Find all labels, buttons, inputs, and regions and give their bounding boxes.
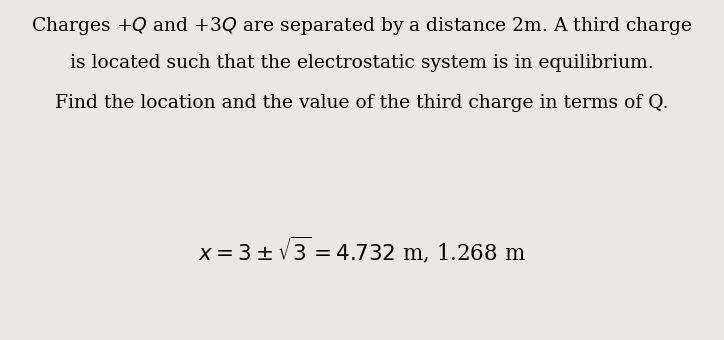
Text: Charges +$Q$ and +3$Q$ are separated by a distance 2m. A third charge: Charges +$Q$ and +3$Q$ are separated by … bbox=[31, 15, 693, 37]
Text: $x = 3 \pm \sqrt{3} = 4.732$ m, 1.268 m: $x = 3 \pm \sqrt{3} = 4.732$ m, 1.268 m bbox=[198, 235, 526, 265]
Text: is located such that the electrostatic system is in equilibrium.: is located such that the electrostatic s… bbox=[70, 54, 654, 72]
Text: Find the location and the value of the third charge in terms of Q.: Find the location and the value of the t… bbox=[55, 94, 669, 112]
